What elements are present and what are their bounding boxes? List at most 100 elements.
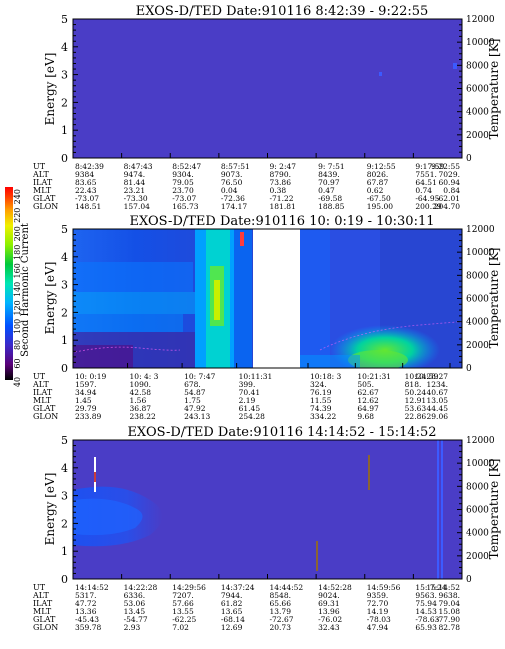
energy-tick-label: 4 xyxy=(61,462,68,475)
colorbar-tick-label: 60 xyxy=(13,358,22,368)
ephemeris-cell: -72.67 xyxy=(270,615,294,624)
ephemeris-cell: 195.00 xyxy=(367,202,393,211)
ephemeris-cell: 81.44 xyxy=(124,178,146,187)
panel-1-ylabel: Energy [eV] xyxy=(43,53,57,126)
ephemeris-cell: 53.63 xyxy=(405,404,427,413)
ephemeris-cell: 65.66 xyxy=(270,599,292,608)
ephemeris-row-label: ALT xyxy=(32,591,49,600)
ephemeris-cell: 238.22 xyxy=(130,412,156,421)
colorbar-tick-label: 240 xyxy=(13,189,22,204)
ephemeris-cell: 70.41 xyxy=(239,388,260,397)
ephemeris-cell: -73.07 xyxy=(172,194,196,203)
ephemeris-cell: 40.67 xyxy=(427,388,449,397)
ephemeris-cell: 8:42:39 xyxy=(75,162,104,171)
ephemeris-cell: 14:37:24 xyxy=(221,583,255,592)
ephemeris-cell: 22.86 xyxy=(405,412,427,421)
temperature-tick-label: 6000 xyxy=(466,506,489,516)
ephemeris-cell: 1597. xyxy=(75,380,96,389)
ephemeris-cell: 50.24 xyxy=(405,388,427,397)
panel-2-ylabel: Energy [eV] xyxy=(43,262,57,335)
ephemeris-cell: 9563. xyxy=(415,591,436,600)
energy-tick-label: 4 xyxy=(61,41,68,54)
ephemeris-cell: 64.51 xyxy=(415,178,436,187)
ephemeris-row-label: ILAT xyxy=(33,599,53,608)
ephemeris-cell: 1234. xyxy=(427,380,448,389)
ephemeris-cell: 7.02 xyxy=(172,623,189,632)
temperature-tick-label: 2000 xyxy=(466,341,489,351)
temperature-tick-label: 8000 xyxy=(466,61,489,71)
ephemeris-row-label: UT xyxy=(33,162,46,171)
energy-tick-label: 2 xyxy=(61,306,68,319)
ephemeris-cell: 188.85 xyxy=(318,202,344,211)
colorbar-tick-label: 40 xyxy=(13,377,22,387)
ephemeris-cell: -72.36 xyxy=(221,194,245,203)
temperature-tick-label: 2000 xyxy=(466,552,489,562)
ephemeris-cell: 0.04 xyxy=(221,186,238,195)
energy-tick-label: 3 xyxy=(61,69,68,82)
ephemeris-cell: 204.70 xyxy=(434,202,460,211)
temperature-tick-label: 0 xyxy=(466,154,472,164)
ephemeris-cell: 10:21:31 xyxy=(357,372,391,381)
energy-tick-label: 3 xyxy=(61,490,68,503)
ephemeris-cell: 0.47 xyxy=(318,186,335,195)
temperature-tick-label: 6000 xyxy=(466,85,489,95)
ephemeris-cell: -67.50 xyxy=(367,194,391,203)
ephemeris-cell: 11.55 xyxy=(310,396,332,405)
panel-1-speck xyxy=(453,63,457,69)
ephemeris-cell: 67.87 xyxy=(367,178,389,187)
ephemeris-row-label: ILAT xyxy=(33,388,53,397)
temperature-tick-label: 10000 xyxy=(466,248,495,258)
ephemeris-cell: 2.19 xyxy=(239,396,256,405)
ephemeris-cell: 29.79 xyxy=(75,404,97,413)
ephemeris-cell: 6336. xyxy=(124,591,145,600)
ephemeris-cell: -62.25 xyxy=(172,615,196,624)
energy-tick-label: 5 xyxy=(61,223,68,236)
temperature-tick-label: 12000 xyxy=(466,225,495,235)
ephemeris-cell: 0.84 xyxy=(443,186,460,195)
temperature-tick-label: 10000 xyxy=(466,459,495,469)
panel-1-y2label: Temperature [K] xyxy=(487,39,501,140)
ephemeris-cell: 7551. xyxy=(415,170,436,179)
ephemeris-cell: 14:52:28 xyxy=(318,583,352,592)
ephemeris-cell: 14:29:56 xyxy=(172,583,206,592)
ephemeris-cell: 44.45 xyxy=(427,404,449,413)
ephemeris-cell: 13.79 xyxy=(270,607,292,616)
ephemeris-cell: 1.56 xyxy=(130,396,147,405)
ephemeris-cell: 200.29 xyxy=(415,202,441,211)
ephemeris-cell: 75.94 xyxy=(415,599,437,608)
ephemeris-cell: 74.39 xyxy=(310,404,332,413)
ephemeris-cell: 79.05 xyxy=(172,178,194,187)
panel-1: EXOS-D/TED Date:910116 8:42:39 - 9:22:55… xyxy=(32,4,501,211)
ephemeris-cell: 62.67 xyxy=(357,388,379,397)
colorbar-tick-label: 180 xyxy=(13,245,22,260)
energy-tick-label: 3 xyxy=(61,279,68,292)
ephemeris-cell: 14:22:28 xyxy=(124,583,158,592)
ephemeris-cell: 324. xyxy=(310,380,327,389)
ephemeris-cell: -62.01 xyxy=(436,194,460,203)
ephemeris-row-label: MLT xyxy=(33,396,52,405)
ephemeris-row-label: GLON xyxy=(33,623,58,632)
ephemeris-cell: 10: 7:47 xyxy=(184,372,216,381)
colorbar: 40 60 80 100 120 140 160 180 200 220 240 Second Ha… xyxy=(5,187,31,387)
ephemeris-cell: -64.95 xyxy=(415,194,439,203)
temperature-tick-label: 12000 xyxy=(466,436,495,446)
ephemeris-cell: 13.45 xyxy=(124,607,146,616)
ephemeris-cell: 165.73 xyxy=(172,202,198,211)
ephemeris-cell: 9:22:55 xyxy=(431,162,460,171)
energy-tick-label: 4 xyxy=(61,251,68,264)
colorbar-tick-label: 220 xyxy=(13,208,22,223)
ephemeris-cell: 12.91 xyxy=(405,396,426,405)
ephemeris-row-label: GLAT xyxy=(33,615,56,624)
ephemeris-cell: 10:24:59 xyxy=(405,372,439,381)
temperature-tick-label: 12000 xyxy=(466,15,495,25)
ephemeris-cell: 9.68 xyxy=(357,412,374,421)
ephemeris-cell: 13.96 xyxy=(318,607,340,616)
ephemeris-row-label: GLAT xyxy=(33,404,56,413)
ephemeris-cell: 9304. xyxy=(172,170,193,179)
ephemeris-cell: 0.62 xyxy=(367,186,384,195)
ephemeris-cell: 15: 7:24 xyxy=(415,583,447,592)
ephemeris-cell: 64.97 xyxy=(357,404,379,413)
ephemeris-cell: -77.90 xyxy=(436,615,460,624)
energy-tick-label: 2 xyxy=(61,517,68,530)
ephemeris-row-label: UT xyxy=(33,583,46,592)
